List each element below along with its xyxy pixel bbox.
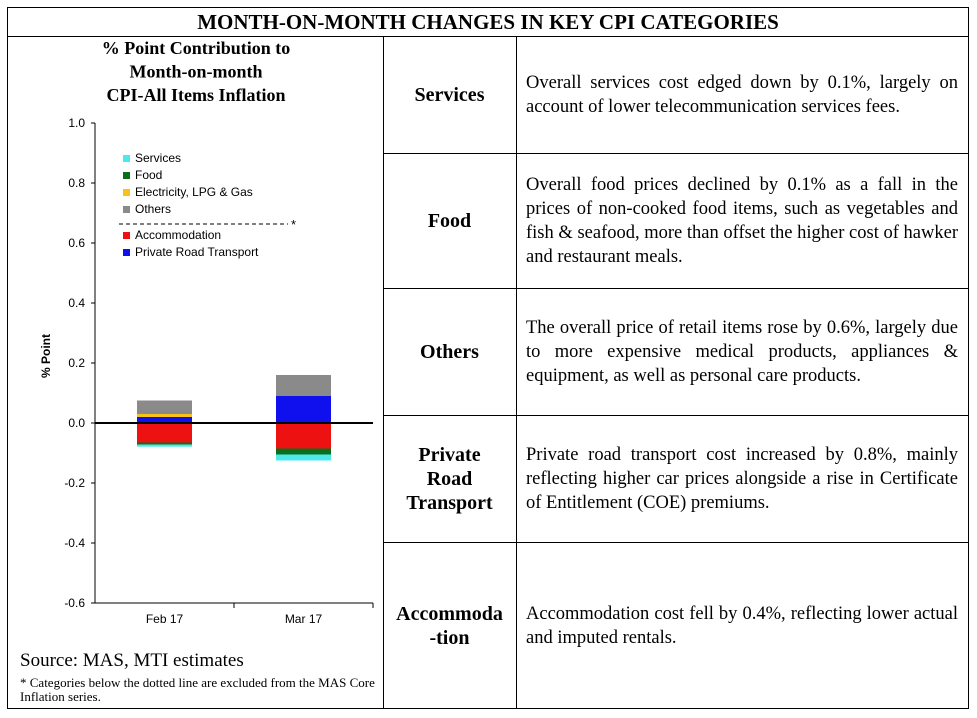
x-tick-label: Feb 17	[146, 612, 184, 626]
chart-axes: 1.0 0.8 0.6 0.4 0.2 0.0 -0.2 -0.4 -0.6 % Point Feb…	[39, 116, 374, 626]
x-tick-label: Mar 17	[285, 612, 323, 626]
legend-swatch	[123, 155, 130, 162]
y-tick-label: 0.2	[68, 356, 85, 370]
y-tick-label: -0.2	[64, 476, 85, 490]
table-row: Private Road Transport Private road trans…	[383, 416, 968, 543]
chart-title: % Point Contribution to Month-on-month CPI…	[102, 38, 291, 105]
table-row: Food Overall food prices declined by 0.1%…	[383, 154, 968, 289]
bar-segment-others	[276, 375, 331, 396]
legend-swatch	[123, 249, 130, 256]
chart-panel: % Point Contribution to Month-on-month CPI…	[8, 36, 384, 708]
y-tick-label: -0.6	[64, 596, 85, 610]
bar-segment-accommodation	[137, 423, 192, 443]
y-tick-label: -0.4	[64, 536, 85, 550]
row-description: Overall food prices declined by 0.1% as …	[516, 154, 968, 288]
chart-svg: % Point Contribution to Month-on-month CPI…	[39, 38, 374, 626]
row-description-text: Overall food prices declined by 0.1% as …	[526, 175, 958, 267]
chart-title-line: % Point Contribution to	[102, 38, 291, 58]
row-description: Private road transport cost increased by…	[516, 416, 968, 542]
y-tick-label: 0.4	[68, 296, 85, 310]
row-description: Overall services cost edged down by 0.1%…	[516, 36, 968, 153]
legend-label: Accommodation	[135, 228, 221, 242]
legend-label: Private Road Transport	[135, 245, 259, 259]
bar-segment-private-road-transport	[276, 396, 331, 423]
row-category: Accommoda -tion	[383, 543, 517, 709]
table-row: Accommoda -tion Accommodation cost fell b…	[383, 543, 968, 709]
banner-title: MONTH-ON-MONTH CHANGES IN KEY CPI CATEGO…	[8, 8, 968, 37]
y-tick-label: 0.6	[68, 236, 85, 250]
legend-swatch	[123, 232, 130, 239]
row-description: The overall price of retail items rose b…	[516, 289, 968, 415]
y-tick-label: 0.0	[68, 416, 85, 430]
row-description: Accommodation cost fell by 0.4%, reflect…	[516, 543, 968, 709]
legend-label: Services	[135, 151, 181, 165]
y-tick-label: 1.0	[68, 116, 85, 130]
row-category: Private Road Transport	[383, 416, 517, 542]
row-description-text: Accommodation cost fell by 0.4%, reflect…	[526, 604, 958, 648]
legend-swatch	[123, 189, 130, 196]
y-axis-label: % Point	[39, 334, 53, 378]
row-category: Services	[383, 36, 517, 153]
table-row: Others The overall price of retail items …	[383, 289, 968, 416]
row-description-text: Overall services cost edged down by 0.1%…	[526, 72, 958, 117]
bar-segment-others	[137, 400, 192, 414]
legend-divider-mark: *	[291, 217, 296, 232]
legend-label: Electricity, LPG & Gas	[135, 185, 253, 199]
legend-swatch	[123, 172, 130, 179]
infographic-frame: MONTH-ON-MONTH CHANGES IN KEY CPI CATEGO…	[7, 7, 969, 709]
legend-label: Food	[135, 168, 162, 182]
chart-title-line: CPI-All Items Inflation	[107, 85, 286, 105]
bar-segment-services	[137, 444, 192, 447]
y-tick-label: 0.8	[68, 176, 85, 190]
legend-swatch	[123, 206, 130, 213]
footnote: * Categories below the dotted line are e…	[20, 675, 375, 704]
row-category: Food	[383, 154, 517, 288]
legend-label: Others	[135, 202, 171, 216]
row-category: Others	[383, 289, 517, 415]
source-note: Source: MAS, MTI estimates	[20, 650, 244, 671]
row-description-text: Private road transport cost increased by…	[526, 445, 958, 513]
chart-bars	[95, 375, 373, 461]
bar-segment-food	[137, 442, 192, 445]
bar-segment-private-road-transport	[137, 417, 192, 423]
table-row: Services Overall services cost edged down…	[383, 36, 968, 154]
bar-segment-electricity-lpg-gas	[137, 414, 192, 417]
chart-title-line: Month-on-month	[129, 62, 262, 82]
row-description-text: The overall price of retail items rose b…	[526, 318, 958, 386]
bar-segment-food	[276, 448, 331, 455]
bar-segment-accommodation	[276, 423, 331, 449]
category-table: Services Overall services cost edged down…	[383, 36, 968, 709]
bar-segment-services	[276, 454, 331, 461]
chart-legend: Services Food Electricity, LPG & Gas Others…	[119, 151, 296, 259]
